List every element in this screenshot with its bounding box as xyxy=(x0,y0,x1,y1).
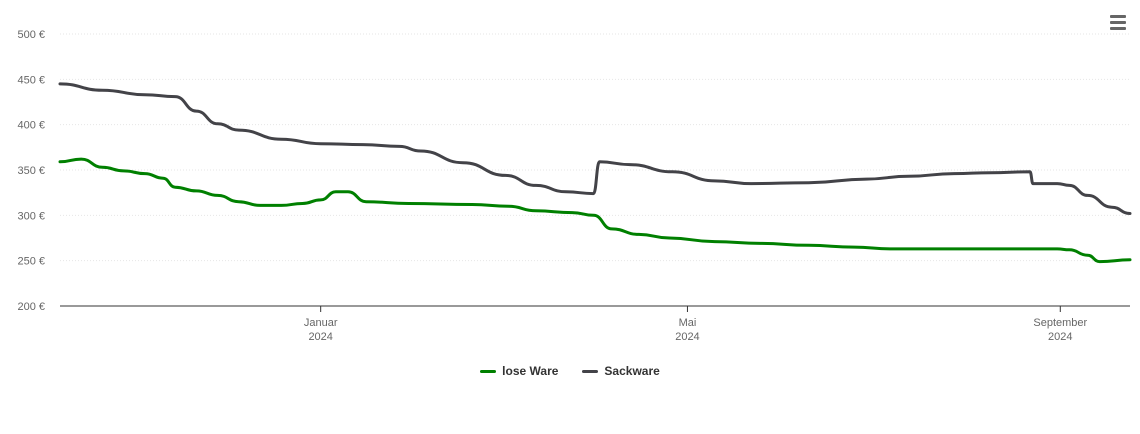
series-line-lose-ware[interactable] xyxy=(58,157,1132,264)
grid-lines xyxy=(60,33,1130,262)
legend-label-lose-ware: lose Ware xyxy=(502,364,559,378)
x-tick-label-month: Mai xyxy=(679,317,697,329)
y-tick-label: 250 € xyxy=(17,256,45,268)
y-tick-label: 300 € xyxy=(17,210,45,222)
x-tick-label-month: Januar xyxy=(304,317,338,329)
series-line-sackware[interactable] xyxy=(58,82,1132,215)
legend-item-sackware[interactable]: Sackware xyxy=(582,364,660,378)
hamburger-menu-icon xyxy=(1108,12,1130,30)
y-tick-label: 350 € xyxy=(17,165,45,177)
x-tick-label-year: 2024 xyxy=(675,331,699,343)
legend: lose Ware Sackware xyxy=(0,364,1140,378)
series-lines xyxy=(58,82,1132,264)
legend-label-sackware: Sackware xyxy=(604,364,660,378)
legend-item-lose-ware[interactable]: lose Ware xyxy=(480,364,558,378)
chart-menu-button[interactable] xyxy=(1108,12,1130,32)
y-tick-label: 200 € xyxy=(17,301,45,313)
legend-swatch-lose-ware xyxy=(480,369,497,373)
y-tick-label: 400 € xyxy=(17,120,45,132)
y-tick-label: 500 € xyxy=(17,29,45,41)
x-tick-label-year: 2024 xyxy=(308,331,332,343)
x-tick-label-year: 2024 xyxy=(1048,331,1072,343)
x-tick-label-month: September xyxy=(1033,317,1087,329)
y-tick-label: 450 € xyxy=(17,74,45,86)
x-axis-ticks: Januar 2024 Mai 2024 September 2024 xyxy=(304,306,1088,343)
legend-swatch-sackware xyxy=(582,369,599,373)
y-axis-ticks: 200 € 250 € 300 € 350 € 400 € 450 € 500 € xyxy=(17,29,45,313)
